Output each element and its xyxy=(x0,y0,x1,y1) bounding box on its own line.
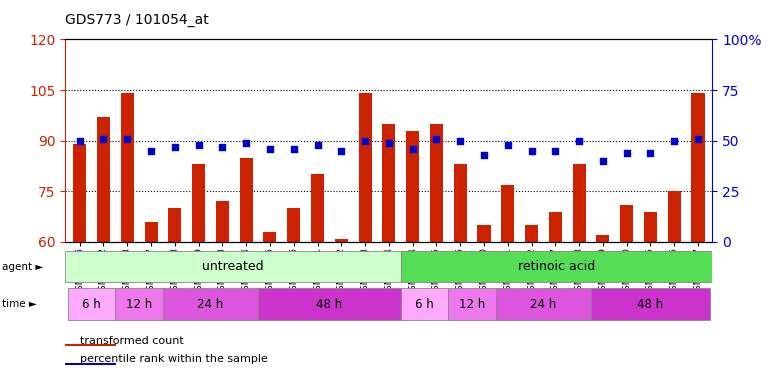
Bar xyxy=(668,191,681,242)
Bar xyxy=(525,225,538,242)
Point xyxy=(597,158,609,164)
Text: transformed count: transformed count xyxy=(79,336,183,345)
Bar xyxy=(477,225,490,242)
Point xyxy=(430,136,443,142)
Bar xyxy=(65,344,116,346)
Bar xyxy=(591,288,710,320)
Point xyxy=(621,150,633,156)
Bar xyxy=(501,184,514,242)
Text: 48 h: 48 h xyxy=(638,298,664,310)
Point xyxy=(311,142,323,148)
Text: untreated: untreated xyxy=(203,260,264,273)
Bar xyxy=(400,288,448,320)
Bar xyxy=(335,238,348,242)
Bar xyxy=(263,232,276,242)
Point xyxy=(359,138,371,144)
Bar xyxy=(68,288,116,320)
Bar xyxy=(216,201,229,242)
Bar xyxy=(430,124,443,242)
Bar xyxy=(448,288,496,320)
Bar xyxy=(400,251,712,282)
Point xyxy=(240,140,253,146)
Bar xyxy=(192,164,205,242)
Point xyxy=(501,142,514,148)
Bar xyxy=(121,93,134,242)
Text: 12 h: 12 h xyxy=(126,298,152,310)
Bar xyxy=(73,144,86,242)
Text: 6 h: 6 h xyxy=(82,298,101,310)
Point xyxy=(192,142,205,148)
Bar xyxy=(97,117,110,242)
Bar xyxy=(163,288,258,320)
Point xyxy=(169,144,181,150)
Bar xyxy=(116,288,163,320)
Bar xyxy=(596,235,609,242)
Text: 24 h: 24 h xyxy=(531,298,557,310)
Point xyxy=(525,148,537,154)
Text: agent ►: agent ► xyxy=(2,262,43,272)
Bar xyxy=(406,130,419,242)
Point xyxy=(97,136,109,142)
Point xyxy=(74,138,86,144)
Point xyxy=(264,146,276,152)
Point xyxy=(454,138,467,144)
Bar xyxy=(454,164,467,242)
Bar xyxy=(496,288,591,320)
Text: 24 h: 24 h xyxy=(197,298,223,310)
Bar xyxy=(65,363,116,364)
Point xyxy=(549,148,561,154)
Text: 6 h: 6 h xyxy=(415,298,434,310)
Bar xyxy=(145,222,158,242)
Bar xyxy=(287,208,300,242)
Bar xyxy=(549,211,562,242)
Point xyxy=(216,144,229,150)
Bar xyxy=(620,205,633,242)
Point xyxy=(478,152,490,158)
Bar xyxy=(239,158,253,242)
Point xyxy=(668,138,681,144)
Text: 48 h: 48 h xyxy=(316,298,343,310)
Point xyxy=(335,148,347,154)
Point xyxy=(691,136,704,142)
Bar xyxy=(311,174,324,242)
Bar xyxy=(65,251,400,282)
Bar xyxy=(573,164,586,242)
Bar xyxy=(359,93,372,242)
Bar xyxy=(644,211,657,242)
Point xyxy=(573,138,585,144)
Bar xyxy=(258,288,400,320)
Point xyxy=(383,140,395,146)
Text: retinoic acid: retinoic acid xyxy=(518,260,595,273)
Point xyxy=(644,150,657,156)
Point xyxy=(407,146,419,152)
Text: percentile rank within the sample: percentile rank within the sample xyxy=(79,354,267,364)
Bar xyxy=(169,208,182,242)
Point xyxy=(287,146,300,152)
Point xyxy=(145,148,157,154)
Bar xyxy=(383,124,395,242)
Text: GDS773 / 101054_at: GDS773 / 101054_at xyxy=(65,13,209,27)
Text: 12 h: 12 h xyxy=(459,298,485,310)
Bar xyxy=(691,93,705,242)
Point xyxy=(121,136,133,142)
Text: time ►: time ► xyxy=(2,299,36,309)
